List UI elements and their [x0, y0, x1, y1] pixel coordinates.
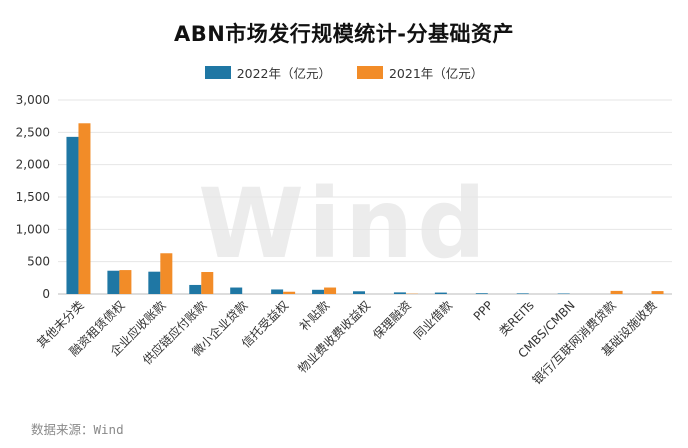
bar-2022[interactable]: [189, 284, 202, 294]
x-tick-label: 同业借款: [411, 298, 455, 342]
y-tick-label: 3,000: [16, 93, 50, 107]
bar-2022[interactable]: [107, 270, 120, 294]
bar-2021[interactable]: [78, 123, 91, 294]
bar-2022[interactable]: [434, 292, 447, 294]
bar-2022[interactable]: [353, 291, 365, 294]
bar-2022[interactable]: [557, 293, 570, 294]
x-tick-label: 保理融资: [370, 298, 414, 342]
y-tick-label: 2,500: [16, 125, 50, 139]
y-tick-label: 1,000: [16, 222, 50, 236]
bar-2022[interactable]: [148, 271, 161, 294]
bar-2022[interactable]: [516, 293, 529, 294]
bar-2022[interactable]: [66, 136, 79, 294]
bar-2021[interactable]: [324, 287, 337, 294]
x-tick-label: 补贴款: [297, 298, 332, 333]
y-tick-label: 500: [27, 255, 50, 269]
legend: 2022年（亿元） 2021年（亿元）: [0, 63, 688, 82]
bar-2022[interactable]: [393, 292, 406, 294]
bar-2021[interactable]: [610, 290, 623, 294]
legend-swatch-2022: [204, 66, 231, 79]
bar-2021[interactable]: [651, 291, 664, 294]
y-tick-label: 1,500: [16, 190, 50, 204]
bar-2022[interactable]: [230, 287, 243, 294]
legend-label-2022: 2022年（亿元）: [236, 66, 331, 81]
y-tick-label: 0: [42, 287, 50, 301]
bar-2022[interactable]: [312, 289, 325, 294]
bar-2022[interactable]: [271, 289, 284, 294]
x-tick-label: 物业费收费收益权: [295, 298, 373, 376]
legend-entry-2021[interactable]: 2021年（亿元）: [356, 63, 484, 82]
bar-2021[interactable]: [283, 291, 296, 294]
legend-label-2021: 2021年（亿元）: [388, 66, 484, 81]
bar-2021[interactable]: [160, 253, 173, 294]
bar-2022[interactable]: [475, 293, 488, 294]
source-note: 数据来源：Wind: [31, 422, 124, 437]
x-tick-label: 类REITs: [497, 298, 537, 338]
bar-2021[interactable]: [201, 272, 214, 294]
legend-swatch-2021: [356, 66, 383, 79]
x-tick-label: PPP: [471, 298, 496, 323]
bar-2021[interactable]: [119, 270, 132, 294]
legend-entry-2022[interactable]: 2022年（亿元）: [204, 63, 331, 82]
y-tick-label: 2,000: [16, 158, 50, 172]
chart-title: ABN市场发行规模统计-分基础资产: [173, 22, 515, 46]
